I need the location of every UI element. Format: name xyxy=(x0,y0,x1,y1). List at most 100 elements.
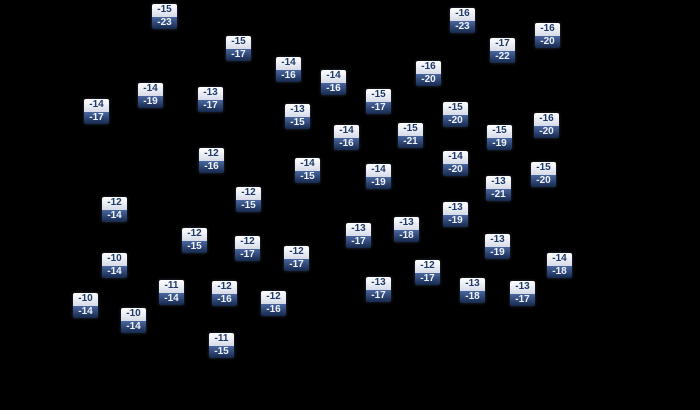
station-label: -10 -14 xyxy=(73,293,98,318)
station-bottom-value: -19 xyxy=(487,137,512,150)
station-label: -12 -16 xyxy=(199,148,224,173)
station-bottom-value: -19 xyxy=(485,246,510,259)
station-bottom-value: -20 xyxy=(416,73,441,86)
station-top-value: -14 xyxy=(443,151,468,164)
station-top-value: -13 xyxy=(366,277,391,290)
station-top-value: -12 xyxy=(182,228,207,241)
station-label: -10 -14 xyxy=(102,253,127,278)
station-bottom-value: -17 xyxy=(198,99,223,112)
station-label: -10 -14 xyxy=(121,308,146,333)
station-top-value: -13 xyxy=(460,278,485,291)
station-label: -14 -15 xyxy=(295,158,320,183)
station-top-value: -12 xyxy=(236,187,261,200)
station-bottom-value: -14 xyxy=(73,305,98,318)
station-bottom-value: -16 xyxy=(212,293,237,306)
station-label: -14 -19 xyxy=(138,83,163,108)
station-top-value: -15 xyxy=(366,89,391,102)
station-label: -15 -23 xyxy=(152,4,177,29)
station-label: -15 -20 xyxy=(531,162,556,187)
station-bottom-value: -15 xyxy=(236,199,261,212)
station-bottom-value: -23 xyxy=(450,20,475,33)
station-label: -13 -15 xyxy=(285,104,310,129)
station-bottom-value: -17 xyxy=(284,258,309,271)
station-label: -13 -19 xyxy=(443,202,468,227)
station-top-value: -13 xyxy=(486,176,511,189)
station-top-value: -13 xyxy=(394,217,419,230)
station-top-value: -10 xyxy=(121,308,146,321)
station-top-value: -14 xyxy=(84,99,109,112)
station-label: -16 -20 xyxy=(416,61,441,86)
station-bottom-value: -16 xyxy=(261,303,286,316)
station-label: -13 -17 xyxy=(346,223,371,248)
station-label: -13 -17 xyxy=(198,87,223,112)
station-bottom-value: -17 xyxy=(226,48,251,61)
station-label: -16 -23 xyxy=(450,8,475,33)
station-bottom-value: -16 xyxy=(276,69,301,82)
station-bottom-value: -14 xyxy=(102,265,127,278)
station-top-value: -14 xyxy=(547,253,572,266)
station-bottom-value: -17 xyxy=(235,248,260,261)
station-bottom-value: -19 xyxy=(443,214,468,227)
station-bottom-value: -15 xyxy=(182,240,207,253)
station-label: -14 -16 xyxy=(321,70,346,95)
station-bottom-value: -18 xyxy=(460,290,485,303)
station-label: -17 -22 xyxy=(490,38,515,63)
station-bottom-value: -14 xyxy=(102,209,127,222)
station-label: -12 -14 xyxy=(102,197,127,222)
station-label: -11 -14 xyxy=(159,280,184,305)
station-label: -13 -21 xyxy=(486,176,511,201)
station-bottom-value: -15 xyxy=(285,116,310,129)
station-bottom-value: -20 xyxy=(535,35,560,48)
station-top-value: -14 xyxy=(276,57,301,70)
station-bottom-value: -20 xyxy=(443,114,468,127)
station-top-value: -16 xyxy=(450,8,475,21)
station-top-value: -16 xyxy=(534,113,559,126)
station-top-value: -16 xyxy=(416,61,441,74)
station-label: -12 -17 xyxy=(415,260,440,285)
station-label: -14 -18 xyxy=(547,253,572,278)
station-bottom-value: -17 xyxy=(366,289,391,302)
station-top-value: -12 xyxy=(212,281,237,294)
station-bottom-value: -21 xyxy=(398,135,423,148)
station-label: -15 -17 xyxy=(366,89,391,114)
station-top-value: -13 xyxy=(510,281,535,294)
station-label: -16 -20 xyxy=(535,23,560,48)
station-top-value: -17 xyxy=(490,38,515,51)
station-top-value: -16 xyxy=(535,23,560,36)
station-top-value: -14 xyxy=(366,164,391,177)
station-bottom-value: -15 xyxy=(209,345,234,358)
station-top-value: -13 xyxy=(485,234,510,247)
station-label: -12 -17 xyxy=(284,246,309,271)
station-label: -14 -16 xyxy=(276,57,301,82)
station-label: -14 -16 xyxy=(334,125,359,150)
station-bottom-value: -17 xyxy=(510,293,535,306)
station-top-value: -15 xyxy=(152,4,177,17)
station-top-value: -12 xyxy=(199,148,224,161)
station-label: -16 -20 xyxy=(534,113,559,138)
station-label: -15 -20 xyxy=(443,102,468,127)
station-top-value: -12 xyxy=(235,236,260,249)
station-bottom-value: -17 xyxy=(366,101,391,114)
station-bottom-value: -18 xyxy=(394,229,419,242)
station-top-value: -14 xyxy=(295,158,320,171)
station-bottom-value: -17 xyxy=(346,235,371,248)
station-label: -14 -17 xyxy=(84,99,109,124)
station-bottom-value: -17 xyxy=(84,111,109,124)
station-bottom-value: -19 xyxy=(138,95,163,108)
station-label: -11 -15 xyxy=(209,333,234,358)
station-bottom-value: -20 xyxy=(534,125,559,138)
station-bottom-value: -20 xyxy=(531,174,556,187)
station-label: -15 -19 xyxy=(487,125,512,150)
station-bottom-value: -16 xyxy=(199,160,224,173)
station-top-value: -15 xyxy=(443,102,468,115)
station-label: -12 -15 xyxy=(236,187,261,212)
station-top-value: -10 xyxy=(73,293,98,306)
station-top-value: -15 xyxy=(398,123,423,136)
station-top-value: -15 xyxy=(487,125,512,138)
station-top-value: -14 xyxy=(334,125,359,138)
station-label: -12 -16 xyxy=(212,281,237,306)
station-top-value: -13 xyxy=(285,104,310,117)
station-label: -12 -17 xyxy=(235,236,260,261)
station-label: -15 -17 xyxy=(226,36,251,61)
station-label: -12 -15 xyxy=(182,228,207,253)
